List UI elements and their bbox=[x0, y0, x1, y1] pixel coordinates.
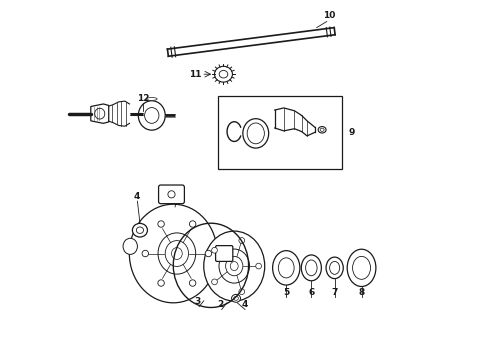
Ellipse shape bbox=[132, 224, 147, 237]
Circle shape bbox=[190, 280, 196, 286]
Ellipse shape bbox=[172, 248, 182, 260]
Ellipse shape bbox=[347, 249, 376, 287]
Ellipse shape bbox=[145, 108, 159, 123]
Text: 4: 4 bbox=[242, 300, 248, 309]
Ellipse shape bbox=[320, 128, 324, 131]
Text: 2: 2 bbox=[217, 300, 223, 309]
Ellipse shape bbox=[243, 119, 269, 148]
Text: 12: 12 bbox=[137, 94, 149, 103]
Circle shape bbox=[205, 250, 212, 257]
Circle shape bbox=[256, 263, 262, 269]
Ellipse shape bbox=[318, 127, 326, 133]
Circle shape bbox=[239, 289, 245, 294]
Ellipse shape bbox=[234, 296, 238, 300]
Ellipse shape bbox=[204, 231, 265, 301]
Ellipse shape bbox=[225, 256, 243, 276]
Ellipse shape bbox=[278, 258, 294, 278]
Circle shape bbox=[190, 221, 196, 227]
Bar bbox=[218, 96, 342, 169]
Ellipse shape bbox=[138, 101, 165, 130]
Ellipse shape bbox=[353, 256, 370, 279]
FancyBboxPatch shape bbox=[159, 185, 184, 204]
Ellipse shape bbox=[158, 233, 196, 274]
Ellipse shape bbox=[272, 251, 300, 285]
Ellipse shape bbox=[230, 262, 238, 271]
Ellipse shape bbox=[306, 260, 317, 276]
Ellipse shape bbox=[330, 261, 340, 274]
Ellipse shape bbox=[136, 227, 144, 233]
Ellipse shape bbox=[326, 257, 343, 279]
Ellipse shape bbox=[301, 255, 321, 281]
Text: 3: 3 bbox=[195, 297, 201, 306]
Text: 8: 8 bbox=[358, 288, 365, 297]
Circle shape bbox=[168, 191, 175, 198]
Ellipse shape bbox=[215, 66, 232, 82]
Ellipse shape bbox=[247, 123, 265, 144]
Text: 10: 10 bbox=[323, 12, 336, 21]
Circle shape bbox=[158, 280, 164, 286]
FancyBboxPatch shape bbox=[216, 246, 233, 261]
Circle shape bbox=[158, 221, 164, 227]
Text: 7: 7 bbox=[331, 288, 338, 297]
Text: 5: 5 bbox=[283, 288, 290, 297]
Text: 6: 6 bbox=[308, 288, 315, 297]
Ellipse shape bbox=[147, 98, 157, 100]
Circle shape bbox=[212, 279, 218, 285]
Text: 9: 9 bbox=[348, 128, 355, 137]
Circle shape bbox=[142, 250, 148, 257]
Text: 4: 4 bbox=[133, 192, 140, 201]
Ellipse shape bbox=[129, 204, 217, 303]
Text: 11: 11 bbox=[189, 70, 202, 79]
Ellipse shape bbox=[232, 294, 241, 302]
Circle shape bbox=[239, 238, 245, 243]
Ellipse shape bbox=[165, 240, 189, 266]
Circle shape bbox=[212, 247, 218, 253]
Text: 1: 1 bbox=[174, 190, 180, 199]
Ellipse shape bbox=[219, 71, 228, 78]
Ellipse shape bbox=[219, 249, 249, 283]
Ellipse shape bbox=[123, 238, 137, 255]
Polygon shape bbox=[91, 104, 109, 123]
